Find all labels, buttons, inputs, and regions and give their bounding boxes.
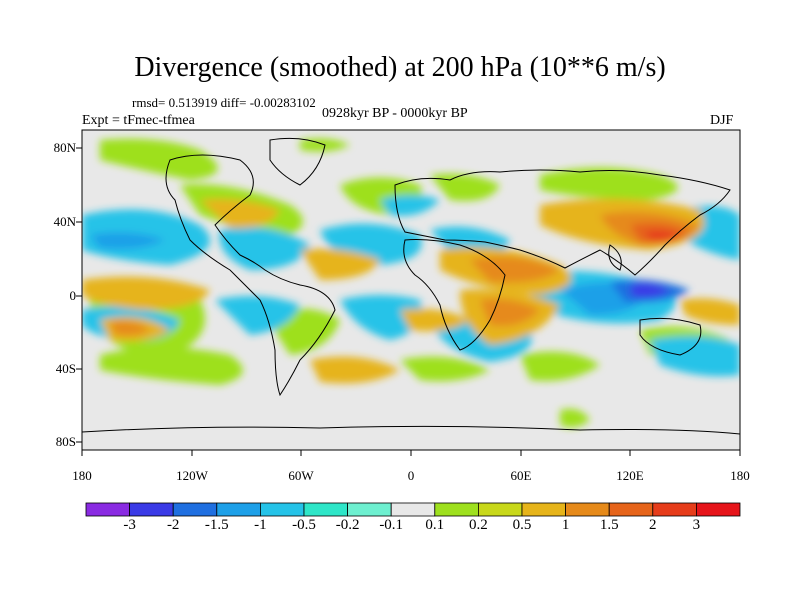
region-positive-weak (400, 356, 490, 382)
lat-tick: 80N (53, 140, 76, 155)
colorbar-label: -0.1 (379, 517, 404, 533)
coastlines (82, 137, 740, 435)
colorbar-label: -0.2 (335, 517, 360, 533)
colorbar-label: 1 (561, 517, 570, 533)
colorbar-label: -3 (123, 517, 136, 533)
chart-title: Divergence (smoothed) at 200 hPa (10**6 … (134, 52, 666, 83)
region-positive-weak (430, 173, 500, 201)
lon-tick: 180 (730, 468, 750, 483)
region-positive-weak (100, 347, 243, 385)
colorbar-swatch (434, 502, 479, 517)
region-positive (470, 256, 560, 283)
colorbar-label: -0.5 (292, 517, 316, 533)
region-positive-weak (540, 167, 678, 200)
region-positive (680, 298, 740, 325)
axis-ticks (76, 147, 741, 456)
region-positive-weak (100, 138, 218, 180)
lon-tick: 60W (288, 468, 314, 483)
region-positive-weak (520, 351, 600, 381)
colorbar-swatch (259, 502, 305, 517)
colorbar-label: 0.1 (425, 517, 445, 533)
colorbar-swatch (608, 502, 654, 517)
colorbar-swatch (172, 502, 218, 517)
colorbar-swatch (652, 502, 697, 517)
experiment-label: Expt = tFmec-tfmea (82, 113, 195, 128)
colorbar-swatch (696, 502, 741, 517)
colorbar-swatch (347, 502, 392, 517)
region-positive (400, 308, 470, 332)
colorbar-swatch (303, 502, 348, 517)
lon-tick: 60E (510, 468, 532, 483)
region-positive (110, 321, 150, 336)
colorbar-swatch (521, 502, 566, 517)
region-positive-weak (560, 408, 590, 428)
region-negative-strong (630, 283, 670, 298)
stats-label: rmsd= 0.513919 diff= -0.00283102 (132, 95, 316, 110)
lon-tick: 120W (176, 468, 208, 483)
period-label: 0928kyr BP - 0000kyr BP (322, 106, 468, 121)
divergence-field (82, 130, 740, 450)
colorbar-label: -2 (166, 517, 180, 533)
lat-tick: 40N (53, 214, 76, 229)
colorbar-label: 2 (649, 517, 657, 533)
colorbar-swatch (216, 502, 261, 517)
colorbar-swatch (129, 502, 174, 517)
colorbar-label: 0.5 (512, 517, 532, 533)
contour-fills (82, 138, 740, 428)
lat-tick: 40S (55, 361, 76, 376)
colorbar-swatch (390, 502, 436, 517)
region-positive (480, 298, 540, 326)
region-negative (219, 227, 310, 270)
season-label: DJF (710, 113, 734, 128)
colorbar-label: 3 (692, 517, 701, 533)
region-negative (380, 195, 440, 216)
colorbar-swatch (85, 502, 130, 517)
lat-tick: 80S (55, 434, 76, 449)
colorbar-swatch (477, 502, 523, 517)
colorbar-label: 0.2 (469, 517, 488, 533)
region-positive (200, 198, 280, 229)
lon-tick: 180 (72, 468, 92, 483)
colorbar-swatch (565, 502, 610, 517)
colorbar (85, 502, 741, 517)
region-negative (650, 336, 740, 377)
region-positive (310, 356, 400, 384)
region-negative (215, 296, 300, 335)
region-positive (300, 248, 380, 280)
lon-tick: 0 (407, 468, 415, 483)
lat-tick: 0 (69, 288, 77, 303)
colorbar-label: -1.5 (204, 517, 229, 533)
colorbar-label: -1 (254, 517, 267, 533)
region-positive (82, 276, 210, 310)
colorbar-label: 1.5 (599, 517, 619, 533)
region-negative (90, 232, 165, 249)
region-negative (340, 295, 422, 340)
lon-tick: 120E (616, 468, 644, 483)
